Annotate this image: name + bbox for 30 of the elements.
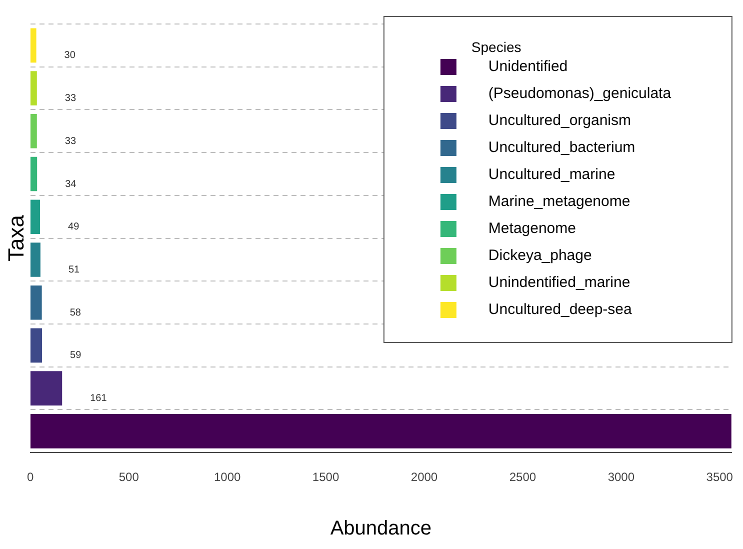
x-tick-label: 1000 [214, 470, 241, 484]
data-label: 33 [64, 93, 76, 104]
legend-label: Metagenome [488, 220, 576, 238]
x-tick-label: 2000 [410, 470, 438, 484]
legend-label: Unidentified [488, 58, 568, 76]
legend-label: Unindentified_marine [488, 274, 630, 292]
x-tick-label: 0 [27, 470, 34, 484]
legend-title: Species [471, 38, 522, 55]
x-axis-title: Abundance [330, 518, 432, 540]
legend-label: Marine_metagenome [488, 193, 630, 210]
x-tick-label: 1500 [312, 470, 340, 484]
data-label: 58 [70, 307, 82, 318]
x-tick-label: 2500 [509, 470, 536, 484]
legend-label: (Pseudomonas)_geniculata [488, 85, 672, 102]
data-label: 34 [65, 178, 77, 190]
data-label: 51 [68, 264, 80, 276]
data-label: 161 [90, 393, 108, 404]
x-tick-label: 500 [118, 470, 140, 484]
x-tick-label: 3500 [706, 470, 734, 484]
data-label: 49 [68, 222, 80, 233]
data-label: 30 [64, 50, 76, 62]
data-label: 59 [70, 350, 82, 362]
legend-label: Uncultured_marine [488, 166, 616, 184]
y-axis-title: Taxa [3, 214, 28, 262]
data-label: 33 [64, 136, 76, 147]
x-tick-label: 3000 [608, 470, 635, 484]
legend-label: Uncultured_bacterium [488, 139, 636, 156]
legend-label: Dickeya_phage [488, 247, 592, 264]
legend-label: Uncultured_deep-sea [488, 301, 633, 318]
legend-label: Uncultured_organism [488, 112, 632, 130]
